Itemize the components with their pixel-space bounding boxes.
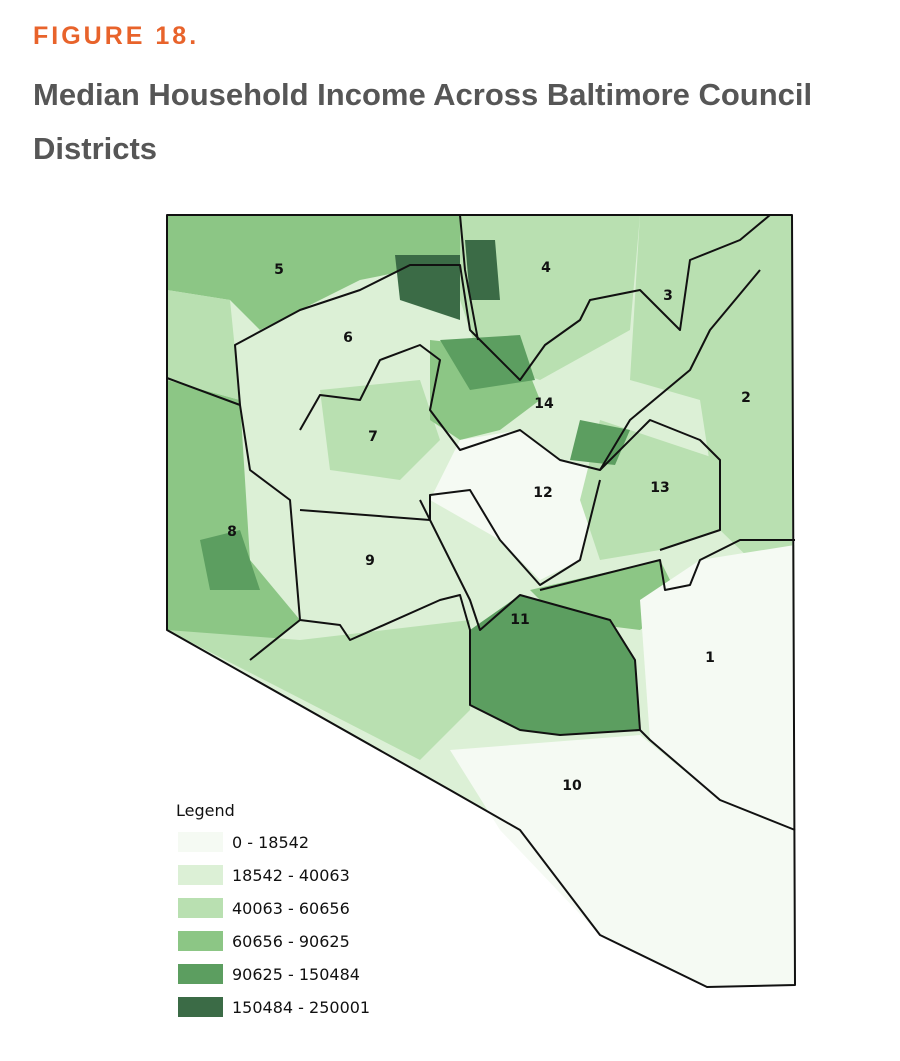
tract	[465, 240, 500, 300]
district-label: 12	[533, 485, 552, 501]
legend-swatch	[178, 964, 223, 984]
tract	[167, 380, 300, 650]
district-boundary	[166, 264, 481, 406]
legend-swatch	[178, 997, 223, 1017]
tract	[430, 430, 600, 580]
tract	[200, 530, 260, 590]
district-boundary	[599, 419, 721, 551]
tract	[320, 380, 440, 480]
legend-label: 40063 - 60656	[232, 899, 350, 918]
tract	[470, 595, 640, 735]
district-boundary	[299, 594, 796, 831]
title: Median Household Income Across Baltimore…	[33, 77, 813, 166]
tracts	[167, 215, 795, 987]
tract	[630, 215, 792, 600]
legend-swatch	[178, 898, 223, 918]
district-label: 9	[365, 553, 375, 569]
legend: 0 - 18542 18542 - 40063 40063 - 60656 60656…	[178, 832, 370, 1017]
district-boundary	[299, 479, 601, 586]
district-label: 10	[562, 778, 582, 794]
legend-swatch	[178, 865, 223, 885]
tract	[640, 545, 795, 830]
district-label: 4	[541, 260, 551, 276]
legend-label: 18542 - 40063	[232, 866, 350, 885]
district-labels: 1 2 3 4 5 6 7 8 9 10 11 12 13 14	[227, 260, 751, 794]
district-boundary	[459, 214, 479, 341]
district-label: 6	[343, 330, 353, 346]
district-label: 1	[705, 650, 715, 666]
district-label: 13	[650, 480, 669, 496]
district-label: 7	[368, 429, 378, 445]
legend-label: 0 - 18542	[232, 833, 309, 852]
district-boundary	[539, 539, 795, 591]
tract	[440, 335, 535, 390]
legend-swatch	[178, 931, 223, 951]
district-label: 11	[510, 612, 529, 628]
tract	[450, 735, 795, 987]
tract	[167, 215, 460, 330]
district-boundary	[239, 404, 301, 661]
legend-swatch	[178, 832, 223, 852]
district-label: 14	[534, 396, 554, 412]
district-boundary	[419, 499, 641, 731]
tract	[295, 490, 470, 640]
district-label: 8	[227, 524, 237, 540]
legend-label: 90625 - 150484	[232, 965, 360, 984]
district-label: 3	[663, 288, 673, 304]
tract	[167, 290, 240, 400]
district-boundary	[299, 269, 761, 471]
city-boundary	[166, 214, 796, 988]
district-label: 2	[741, 390, 751, 406]
district-label: 5	[274, 262, 284, 278]
district-boundary	[479, 214, 771, 381]
legend-label: 150484 - 250001	[232, 998, 370, 1017]
legend-label: 60656 - 90625	[232, 932, 350, 951]
district-boundaries	[166, 214, 796, 988]
tract	[395, 255, 460, 320]
tract	[167, 620, 470, 760]
figure-label: FIGURE 18.	[33, 22, 200, 50]
legend-title: Legend	[176, 801, 235, 820]
